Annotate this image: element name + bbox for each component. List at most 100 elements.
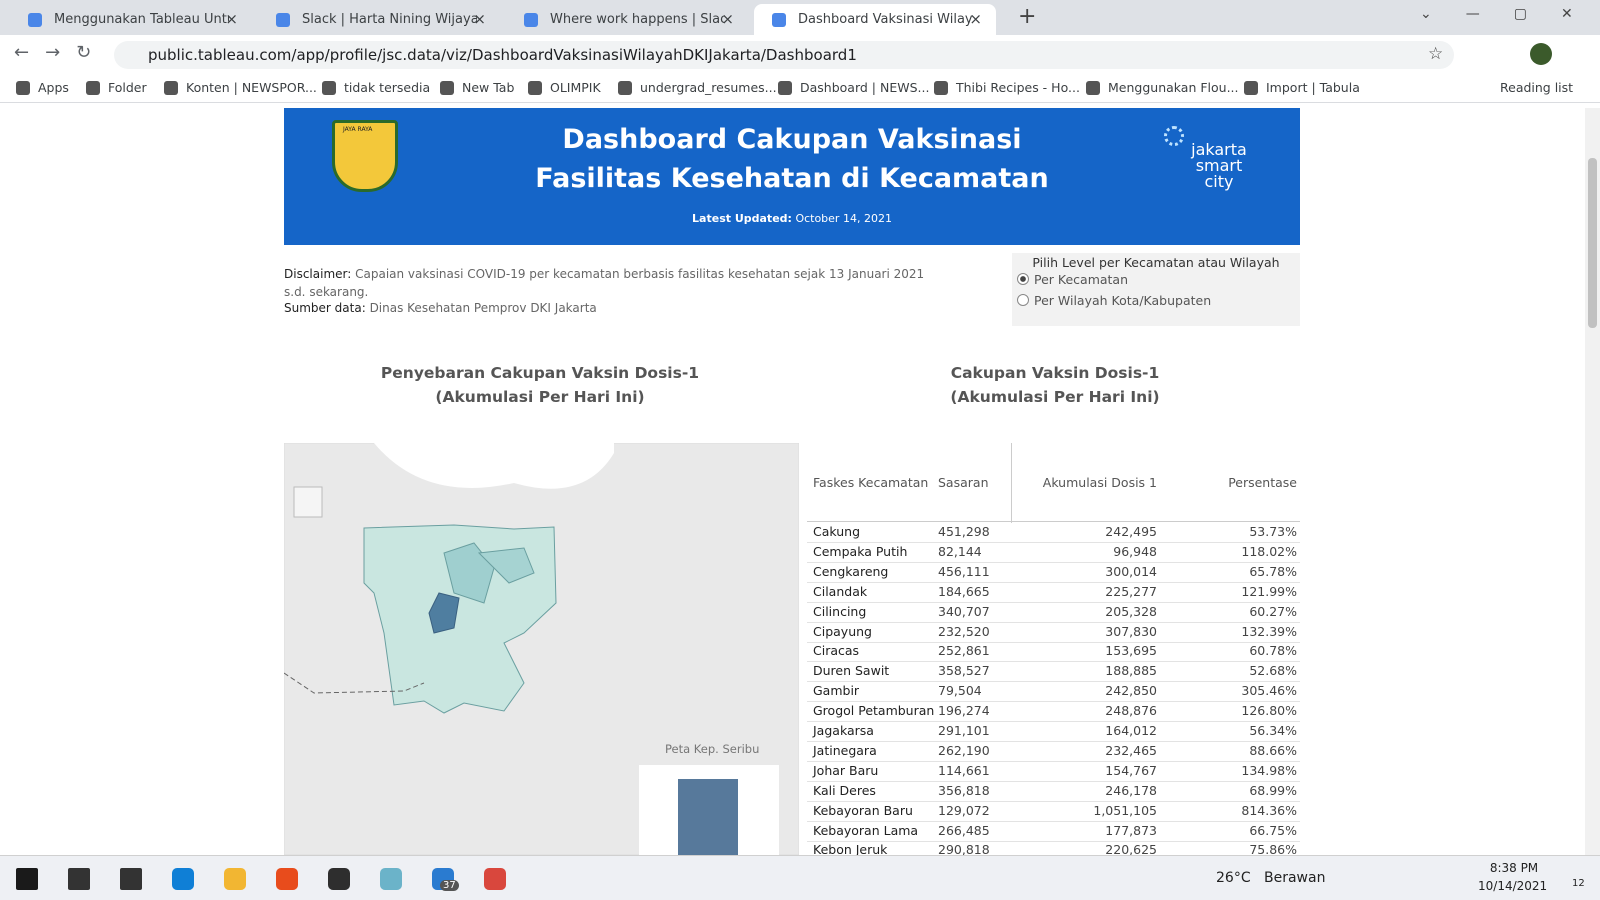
filter-title: Pilih Level per Kecamatan atau Wilayah — [1032, 255, 1280, 270]
radio-option[interactable]: Per Kecamatan — [1017, 272, 1128, 287]
updated-label: Latest Updated: — [692, 212, 792, 225]
nav-buttons[interactable]: ←→↻ — [14, 42, 108, 63]
bookmark-icon — [1086, 81, 1100, 95]
tab-close[interactable]: × — [721, 10, 734, 28]
tab[interactable]: Dashboard Vaksinasi Wilayah DK× — [754, 4, 996, 35]
tab-title: Where work happens | Slack — [550, 12, 725, 27]
taskbar-icon[interactable] — [68, 868, 90, 890]
row-rule — [807, 561, 1300, 563]
bookmark[interactable]: OLIMPIK — [528, 80, 601, 95]
new-tab[interactable]: + — [1018, 4, 1037, 29]
table-cell: 114,661 — [938, 762, 990, 778]
table-cell: 188,885 — [1105, 663, 1157, 679]
bookmark-icon — [778, 81, 792, 95]
bookmark[interactable]: Folder — [86, 80, 147, 95]
table-cell: 358,527 — [938, 663, 990, 679]
level-filter: Pilih Level per Kecamatan atau Wilayah P… — [1012, 253, 1300, 326]
column-header: Sasaran — [938, 475, 989, 490]
table-cell: 307,830 — [1105, 623, 1157, 639]
column-header: Faskes Kecamatan — [813, 475, 929, 490]
table-cell: 121.99% — [1241, 583, 1297, 599]
bookmark[interactable]: Konten | NEWSPOR... — [164, 80, 317, 95]
table-cell: 246,178 — [1105, 782, 1157, 798]
disclaimer: Disclaimer: Capaian vaksinasi COVID-19 p… — [284, 265, 944, 301]
row-rule — [807, 641, 1300, 643]
taskbar-icon[interactable] — [276, 868, 298, 890]
radio — [1017, 294, 1029, 306]
table-cell: Kali Deres — [813, 782, 876, 798]
table-cell: 340,707 — [938, 603, 990, 619]
tab-icon — [772, 13, 786, 27]
bookmark[interactable]: Dashboard | NEWS... — [778, 80, 929, 95]
tab-close[interactable]: × — [473, 10, 486, 28]
taskbar: 37 26°C Berawan 8:38 PM 10/14/2021 12 — [0, 855, 1600, 900]
table-cell: 126.80% — [1241, 703, 1297, 719]
table-cell: 82,144 — [938, 543, 982, 559]
table-cell: 225,277 — [1105, 583, 1157, 599]
table-cell: 68.99% — [1249, 782, 1297, 798]
bookmark[interactable]: tidak tersedia — [322, 80, 430, 95]
table-cell: 52.68% — [1249, 663, 1297, 679]
taskbar-icon[interactable] — [16, 868, 38, 890]
reading-list[interactable]: Reading list — [1500, 80, 1574, 95]
bookmark-star[interactable]: ☆ — [1428, 44, 1444, 64]
map — [284, 443, 799, 855]
taskbar-icon[interactable] — [224, 868, 246, 890]
scrollbar[interactable] — [1585, 108, 1600, 855]
bookmark[interactable]: Apps — [16, 80, 69, 95]
table-cell: Cilandak — [813, 583, 868, 599]
bookmark[interactable]: Menggunakan Flou... — [1086, 80, 1239, 95]
tab[interactable]: Menggunakan Tableau Untuk Me× — [10, 4, 252, 35]
table-cell: 242,495 — [1105, 524, 1157, 539]
row-rule — [807, 840, 1300, 842]
taskbar-icon[interactable] — [380, 868, 402, 890]
tab-title: Dashboard Vaksinasi Wilayah DK — [798, 12, 973, 27]
table-cell: 66.75% — [1249, 822, 1297, 838]
table-cell: 79,504 — [938, 683, 982, 699]
taskbar-icon[interactable] — [120, 868, 142, 890]
profile-avatar[interactable] — [1530, 43, 1552, 65]
home-button[interactable] — [293, 486, 323, 518]
tab[interactable]: Slack | Harta Nining Wijaya | Data× — [258, 4, 500, 35]
table-cell: Ciracas — [813, 643, 860, 659]
row-rule — [807, 741, 1300, 742]
tab-close[interactable]: × — [969, 10, 982, 28]
row-rule — [807, 621, 1300, 623]
bookmark[interactable]: New Tab — [440, 80, 514, 95]
notification-count[interactable]: 12 — [1572, 878, 1585, 889]
bookmark[interactable]: undergrad_resumes... — [618, 80, 777, 95]
table-cell: 266,485 — [938, 822, 990, 838]
table-cell: 96,948 — [1113, 543, 1157, 559]
table-cell: Kebon Jeruk — [813, 842, 888, 858]
tab[interactable]: Where work happens | Slack × — [506, 4, 748, 35]
radio — [1017, 273, 1029, 285]
window-controls[interactable]: ⌄—▢✕ — [1420, 6, 1600, 22]
row-rule — [807, 760, 1300, 762]
table-cell: 118.02% — [1241, 543, 1297, 559]
tab-title: Slack | Harta Nining Wijaya | Data — [302, 12, 477, 27]
bookmark[interactable]: Thibi Recipes - Ho... — [934, 80, 1080, 95]
table-cell: 248,876 — [1105, 703, 1157, 719]
disclaimer-text: Capaian vaksinasi COVID-19 per kecamatan… — [284, 267, 925, 299]
address-bar[interactable]: public.tableau.com/app/profile/jsc.data/… — [114, 41, 1454, 69]
taskbar-icon[interactable] — [484, 868, 506, 890]
disclaimer-label: Disclaimer: — [284, 267, 352, 281]
bookmark[interactable]: Import | Tabula — [1244, 80, 1360, 95]
taskbar-icon[interactable] — [172, 868, 194, 890]
taskbar-icon[interactable] — [328, 868, 350, 890]
row-rule — [807, 661, 1300, 663]
bookmark-icon — [528, 81, 542, 95]
table-cell: 220,625 — [1105, 842, 1157, 858]
bookmark-icon — [16, 81, 30, 95]
sea — [374, 443, 614, 489]
bookmark-icon — [86, 81, 100, 95]
table-cell: Kebayoran Baru — [813, 802, 913, 818]
bookmark-icon — [618, 81, 632, 95]
table-cell: Cengkareng — [813, 563, 889, 579]
table-cell: 814.36% — [1241, 802, 1297, 818]
tab-close[interactable]: × — [225, 10, 238, 28]
logo: jakarta smart city — [1184, 142, 1254, 190]
table-cell: 196,274 — [938, 703, 990, 719]
radio-option[interactable]: Per Wilayah Kota/Kabupaten — [1017, 293, 1211, 308]
